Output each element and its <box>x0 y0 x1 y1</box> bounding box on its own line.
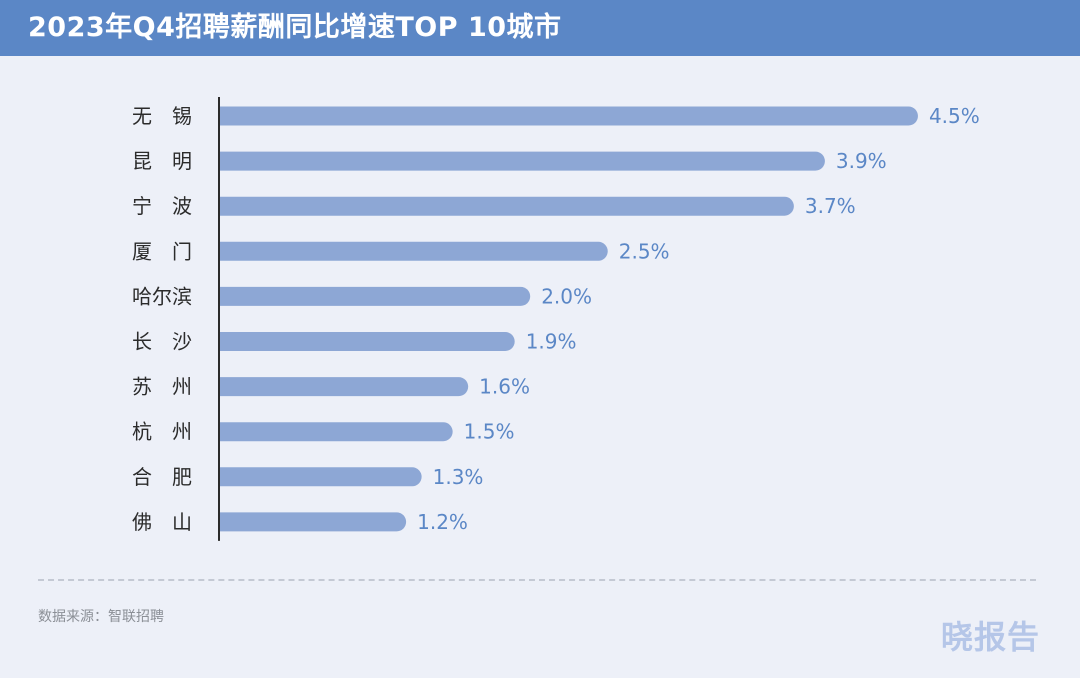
bar-杭州 <box>220 422 453 442</box>
bar-无锡 <box>220 106 918 126</box>
category-label: 苏 州 <box>132 375 192 399</box>
footer-divider <box>38 579 1036 581</box>
data-source: 数据来源：智联招聘 <box>38 609 164 625</box>
value-label: 2.0% <box>541 284 592 308</box>
category-label: 宁 波 <box>132 194 192 218</box>
value-label: 3.9% <box>836 149 887 173</box>
value-label: 2.5% <box>619 239 670 263</box>
bar-苏州 <box>220 377 469 397</box>
bar-昆明 <box>220 151 825 171</box>
category-label: 昆 明 <box>132 149 192 173</box>
bar-合肥 <box>220 467 422 487</box>
bar-长沙 <box>220 332 515 351</box>
category-label: 佛 山 <box>132 510 192 534</box>
category-label: 合 肥 <box>132 465 192 489</box>
header-bar: 2023年Q4招聘薪酬同比增速TOP 10城市 <box>0 0 1080 56</box>
value-label: 3.7% <box>805 194 856 218</box>
value-label: 1.5% <box>464 420 515 444</box>
chart-title: 2023年Q4招聘薪酬同比增速TOP 10城市 <box>28 12 562 43</box>
category-label: 长 沙 <box>132 330 192 354</box>
bar-厦门 <box>220 241 608 261</box>
category-label: 厦 门 <box>132 239 192 263</box>
bar-宁波 <box>220 196 794 216</box>
category-label: 哈尔滨 <box>132 284 192 308</box>
bar-佛山 <box>220 512 407 532</box>
value-label: 1.3% <box>433 465 484 489</box>
bar-哈尔滨 <box>220 286 531 306</box>
value-label: 4.5% <box>929 104 980 128</box>
value-label: 1.6% <box>479 375 530 399</box>
category-label: 杭 州 <box>132 420 192 444</box>
category-label: 无 锡 <box>132 104 192 128</box>
value-label: 1.2% <box>417 510 468 534</box>
brand-logo: 晓报告 <box>940 618 1040 656</box>
value-label: 1.9% <box>526 330 577 354</box>
